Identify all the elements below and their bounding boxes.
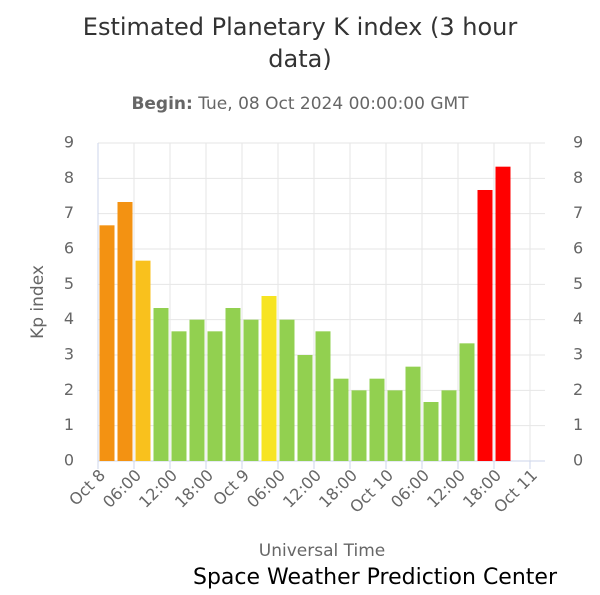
x-tick-label: 12:00 — [135, 466, 181, 512]
subtitle: Begin: Tue, 08 Oct 2024 00:00:00 GMT — [131, 94, 469, 114]
subtitle-text: Tue, 08 Oct 2024 00:00:00 GMT — [197, 94, 469, 114]
bar — [225, 308, 241, 461]
bar — [315, 331, 331, 461]
chart-title: Estimated Planetary K index (3 hour — [83, 13, 518, 41]
y-tick-label: 5 — [64, 274, 74, 293]
x-tick-label: 12:00 — [423, 466, 469, 512]
bar — [369, 378, 385, 461]
chart-title: data) — [268, 45, 331, 73]
bar — [297, 355, 313, 461]
x-tick-label: 18:00 — [171, 466, 217, 512]
y2-tick-label: 9 — [573, 133, 583, 152]
bar — [405, 366, 421, 461]
y-axis-label: Kp index — [28, 265, 48, 339]
y2-tick-label: 2 — [573, 380, 583, 399]
y-tick-label: 0 — [64, 451, 74, 470]
y2-tick-label: 4 — [573, 309, 583, 328]
bar — [261, 295, 277, 461]
y-tick-label: 9 — [64, 133, 74, 152]
x-axis-label: Universal Time — [259, 541, 385, 561]
bar — [351, 390, 367, 461]
bar — [99, 225, 115, 461]
y2-tick-label: 6 — [573, 239, 583, 258]
bar — [135, 260, 151, 461]
bar — [189, 319, 205, 461]
x-tick-label: 06:00 — [387, 466, 433, 512]
bar — [477, 189, 493, 461]
subtitle-label: Begin: — [131, 94, 192, 114]
bar — [423, 401, 439, 461]
bar — [333, 378, 349, 461]
y-tick-label: 6 — [64, 239, 74, 258]
y-tick-label: 8 — [64, 168, 74, 187]
y2-tick-label: 1 — [573, 415, 583, 434]
y2-tick-label: 3 — [573, 345, 583, 364]
y-tick-label: 4 — [64, 309, 74, 328]
bar — [153, 308, 169, 461]
x-tick-label: 06:00 — [243, 466, 289, 512]
y2-tick-label: 7 — [573, 203, 583, 222]
y-tick-label: 2 — [64, 380, 74, 399]
bar — [171, 331, 187, 461]
bar — [207, 331, 223, 461]
y-tick-label: 3 — [64, 345, 74, 364]
bar — [459, 343, 475, 461]
y2-tick-label: 0 — [573, 451, 583, 470]
bar — [243, 319, 259, 461]
y-tick-label: 1 — [64, 415, 74, 434]
bar — [441, 390, 457, 461]
x-tick-label: 12:00 — [279, 466, 325, 512]
bar — [117, 202, 133, 462]
y-tick-label: 7 — [64, 203, 74, 222]
y2-tick-label: 5 — [573, 274, 583, 293]
bar — [387, 390, 403, 461]
bar — [495, 166, 511, 461]
x-tick-label: 06:00 — [99, 466, 145, 512]
bar — [279, 319, 295, 461]
y2-tick-label: 8 — [573, 168, 583, 187]
credit: Space Weather Prediction Center — [193, 565, 558, 590]
